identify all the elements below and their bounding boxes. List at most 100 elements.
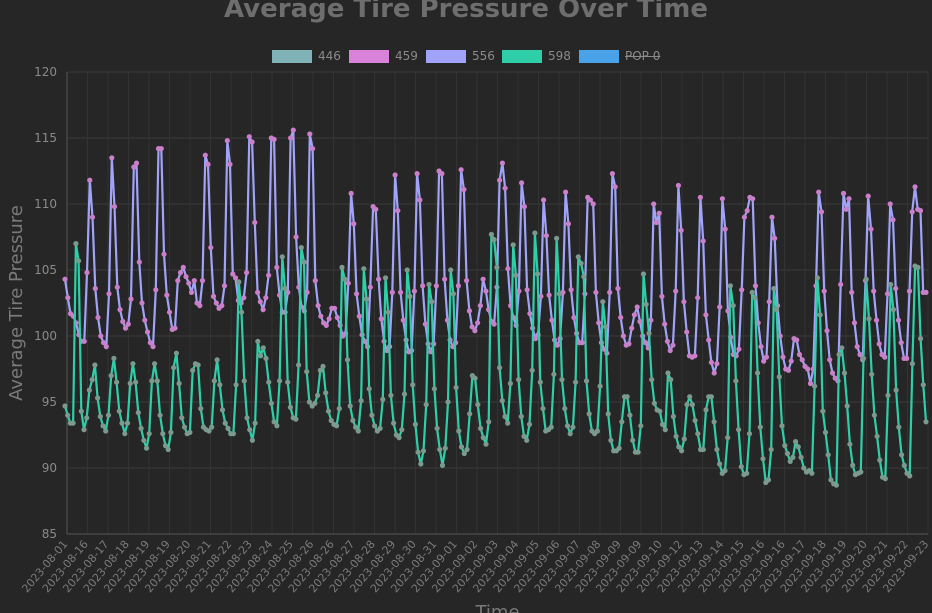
data-point-598 (274, 423, 280, 429)
x-tick-label: 2023-09-20 (819, 538, 870, 595)
data-point-598 (228, 431, 234, 437)
data-point-556 (164, 292, 170, 298)
data-point-556 (144, 329, 151, 335)
x-tick-label: 2023-09-05 (491, 538, 542, 595)
data-point-556 (816, 189, 822, 195)
data-point-556 (689, 354, 695, 360)
data-point-598 (366, 386, 372, 392)
data-point-598 (78, 408, 84, 414)
data-point-556 (574, 330, 580, 336)
x-tick-label: 2023-09-19 (798, 538, 849, 595)
data-point-598 (882, 476, 888, 482)
data-point-598 (923, 419, 929, 425)
data-point-556 (722, 226, 728, 232)
data-point-556 (345, 280, 351, 286)
data-point-598 (312, 400, 318, 406)
data-point-598 (562, 406, 568, 412)
data-point-556 (917, 208, 924, 214)
data-point-556 (653, 219, 660, 226)
data-point-598 (255, 338, 261, 344)
data-point-556 (486, 307, 492, 313)
x-tick-label: 2023-08-25 (245, 538, 296, 595)
data-point-598 (763, 479, 769, 486)
data-point-556 (376, 276, 382, 282)
legend: 446 459 556 598 POP 0 (0, 48, 932, 68)
data-point-556 (230, 271, 236, 277)
data-point-598 (320, 363, 326, 369)
data-point-598 (347, 403, 353, 409)
data-point-598 (812, 383, 818, 389)
x-tick-label: 2023-09-03 (450, 538, 501, 595)
data-point-556 (199, 278, 206, 284)
data-point-556 (609, 171, 616, 177)
data-point-556 (519, 180, 525, 186)
data-point-598 (507, 380, 513, 387)
data-point-556 (829, 370, 836, 376)
data-point-556 (290, 127, 296, 133)
data-point-598 (355, 428, 361, 434)
data-point-598 (912, 263, 918, 269)
data-point-556 (667, 347, 673, 354)
data-point-598 (252, 420, 258, 426)
data-point-598 (567, 431, 573, 437)
data-point-598 (293, 416, 299, 422)
data-point-556 (532, 336, 539, 342)
data-point-598 (638, 423, 644, 429)
data-point-556 (87, 177, 93, 183)
data-point-598 (798, 454, 804, 460)
data-point-556 (461, 186, 467, 193)
data-point-598 (173, 350, 179, 356)
data-point-598 (192, 361, 198, 367)
data-point-598 (871, 412, 878, 418)
data-point-556 (725, 308, 731, 314)
data-point-598 (138, 425, 144, 431)
data-point-598 (828, 477, 834, 483)
x-tick-label: 2023-08-18 (81, 538, 132, 595)
data-point-556 (546, 292, 552, 298)
legend-label-459: 459 (395, 49, 418, 63)
data-point-598 (84, 415, 90, 421)
data-point-598 (206, 428, 212, 434)
data-point-598 (331, 421, 337, 427)
legend-swatch-pop-0 (579, 50, 619, 63)
data-point-598 (624, 394, 630, 400)
data-point-556 (249, 139, 255, 145)
data-point-598 (353, 424, 359, 430)
data-point-556 (587, 197, 594, 203)
data-point-598 (809, 470, 815, 476)
data-point-598 (820, 408, 826, 414)
data-point-556 (516, 288, 522, 294)
data-point-556 (224, 138, 230, 144)
y-tick-label: 85 (42, 527, 57, 541)
legend-swatch-598 (502, 50, 542, 63)
data-point-598 (866, 316, 872, 322)
data-point-556 (431, 341, 437, 347)
data-point-556 (279, 309, 285, 315)
data-point-556 (579, 340, 585, 346)
data-point-556 (260, 307, 266, 313)
data-point-556 (703, 312, 709, 318)
data-point-556 (389, 289, 395, 295)
data-point-556 (95, 314, 101, 321)
data-point-598 (651, 400, 658, 406)
data-point-556 (554, 342, 561, 348)
data-point-556 (172, 325, 178, 331)
data-point-598 (676, 444, 682, 450)
data-point-598 (89, 377, 95, 383)
data-point-598 (279, 254, 285, 260)
data-point-598 (122, 431, 128, 437)
data-point-556 (497, 177, 503, 183)
data-point-598 (684, 402, 690, 408)
data-point-556 (568, 287, 574, 293)
data-point-556 (365, 344, 371, 350)
data-point-556 (527, 311, 533, 317)
data-point-598 (247, 427, 253, 433)
data-point-598 (258, 353, 264, 359)
data-point-598 (152, 361, 158, 367)
data-point-556 (180, 264, 186, 270)
data-point-556 (323, 322, 329, 328)
data-point-556 (802, 363, 808, 369)
data-point-598 (374, 428, 380, 434)
data-point-598 (692, 417, 698, 424)
data-point-556 (76, 332, 82, 338)
